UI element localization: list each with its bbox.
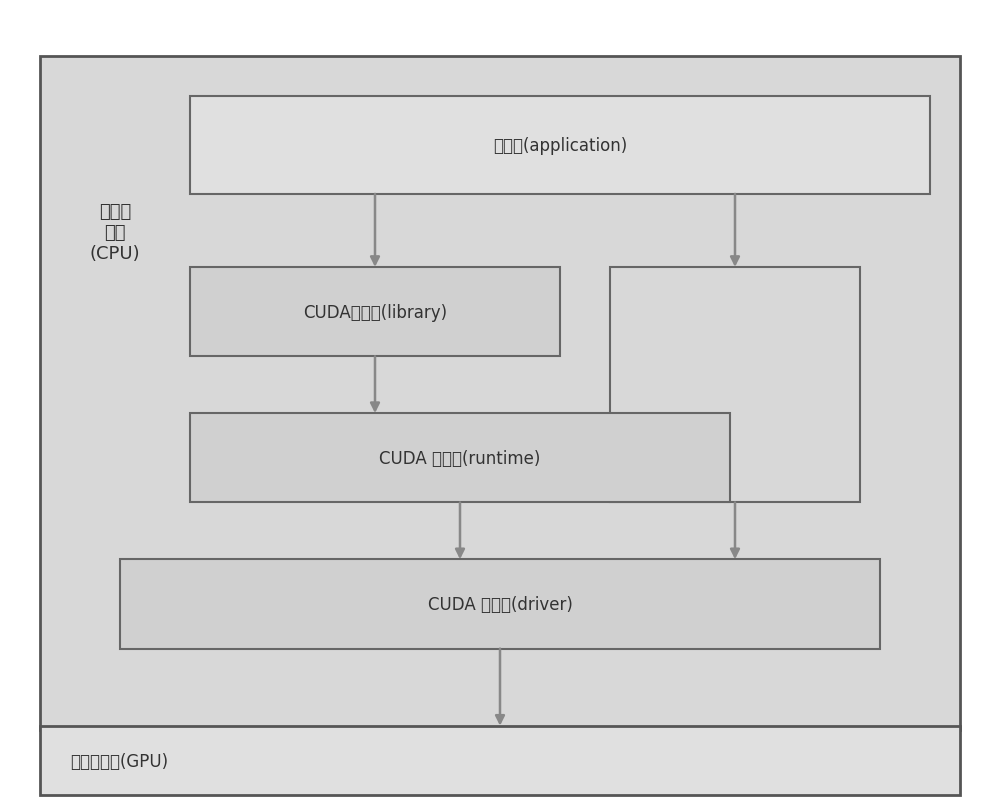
- Bar: [40, 57, 960, 730]
- Bar: [120, 560, 880, 649]
- Text: CUDA 运行时(runtime): CUDA 运行时(runtime): [379, 449, 541, 467]
- Bar: [190, 268, 560, 357]
- Text: 应用层(application): 应用层(application): [493, 137, 627, 155]
- Bar: [40, 726, 960, 795]
- Bar: [610, 268, 860, 503]
- Bar: [190, 414, 730, 503]
- Text: 中央处
理器
(CPU): 中央处 理器 (CPU): [90, 203, 140, 262]
- Bar: [190, 97, 930, 195]
- Text: CUDA库函数(library): CUDA库函数(library): [303, 303, 447, 321]
- Text: 图形处理器(GPU): 图形处理器(GPU): [70, 752, 168, 770]
- Text: CUDA 驱动层(driver): CUDA 驱动层(driver): [428, 595, 572, 613]
